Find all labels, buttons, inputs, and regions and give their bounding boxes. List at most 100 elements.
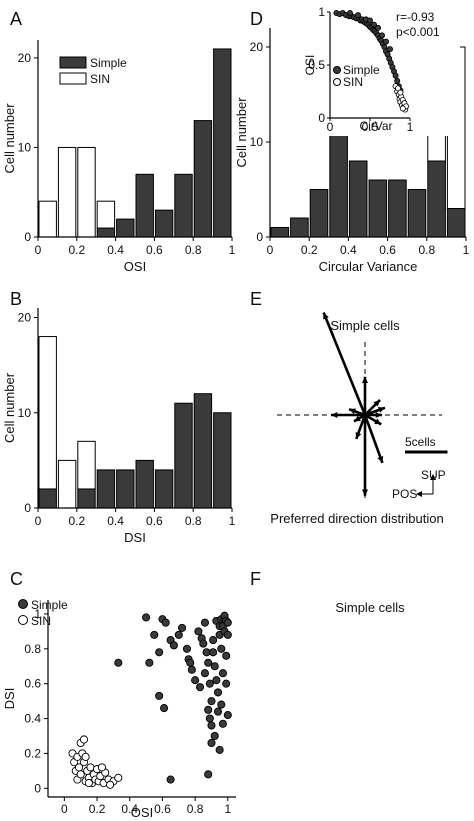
inset-y-axis-label: OSI — [303, 55, 317, 76]
point-sin — [106, 780, 115, 789]
inset-legend-marker — [333, 78, 341, 86]
bar-simple — [174, 173, 193, 238]
inset-annotation-p: p<0.001 — [396, 25, 440, 39]
x-tick-label: 0.4 — [107, 514, 124, 528]
inset-point-simple — [374, 24, 381, 31]
inset-point-sin — [399, 105, 406, 112]
point-simple — [142, 613, 151, 622]
panel-e-title: Simple cells — [330, 318, 400, 333]
bar-simple — [213, 48, 232, 238]
x-tick-label: 1 — [224, 802, 231, 816]
point-simple — [223, 711, 232, 720]
inset-point-simple — [392, 72, 399, 79]
point-simple — [204, 658, 213, 667]
arrowhead — [355, 431, 362, 439]
y-tick-label: 0 — [34, 781, 41, 795]
inset-point-simple — [370, 21, 377, 28]
arrowhead — [373, 399, 381, 407]
point-simple — [174, 630, 183, 639]
point-simple — [209, 648, 218, 657]
legend-swatch — [59, 72, 87, 85]
point-simple — [194, 627, 203, 636]
point-simple — [191, 676, 200, 685]
point-simple — [210, 662, 219, 671]
legend-label: SIN — [90, 72, 110, 86]
point-sin — [81, 752, 90, 761]
panel-letter-d: D — [250, 9, 263, 29]
bar-simple — [407, 189, 427, 238]
inset-point-simple — [378, 32, 385, 39]
y-tick-label: 0.4 — [24, 712, 41, 726]
bar-simple — [348, 160, 368, 238]
x-tick-label: 1 — [229, 243, 236, 257]
inset-point-simple — [394, 77, 401, 84]
inset-annotation-r: r=-0.93 — [396, 10, 435, 24]
y-tick-label: 20 — [18, 51, 32, 65]
panel-letter-a: A — [10, 9, 22, 29]
arrowhead — [361, 489, 369, 496]
bar-sin — [38, 336, 57, 490]
point-simple — [210, 731, 219, 741]
point-simple — [187, 665, 196, 674]
point-simple — [215, 745, 224, 754]
y-tick-label: 20 — [250, 40, 264, 54]
bar-sin — [57, 146, 77, 238]
legend-label: Simple — [31, 598, 68, 612]
panel-c-chart: 0 0.2 0.4 0.6 0.8 1 0 0.2 0.4 0.6 0.8 1 OSI DSI Simple… — [2, 598, 236, 820]
x-tick-label: 0 — [267, 243, 274, 257]
inset-legend-label: SIN — [343, 75, 363, 89]
y-tick-label: 0.8 — [24, 642, 41, 656]
x-tick-label: 0.6 — [146, 243, 163, 257]
panel-letter-e: E — [250, 289, 262, 309]
panel-e-caption: Preferred direction distribution — [270, 511, 443, 526]
x-tick-label: 1 — [463, 243, 470, 257]
inset-y-tick-label: 1 — [318, 5, 325, 19]
bar-simple — [96, 227, 116, 238]
point-simple — [223, 618, 232, 627]
legend-swatch — [59, 56, 87, 69]
x-tick-label: 0.8 — [187, 802, 204, 816]
arrowhead — [353, 415, 361, 422]
y-axis-label: Cell number — [2, 103, 17, 174]
inset-point-sin — [397, 89, 404, 96]
point-simple — [207, 738, 216, 748]
arrowhead — [323, 312, 329, 320]
x-tick-label: 0 — [35, 514, 42, 528]
point-simple — [150, 630, 159, 639]
point-simple — [213, 688, 223, 697]
bar-simple — [270, 227, 290, 238]
point-simple — [222, 651, 231, 660]
point-simple — [182, 644, 192, 653]
inset-legend-marker — [333, 66, 341, 74]
point-simple — [207, 721, 216, 730]
point-simple — [204, 705, 213, 714]
y-tick-label: 10 — [250, 135, 264, 149]
y-axis-label: DSI — [2, 688, 17, 710]
inset-x-axis-label: CirVar — [359, 119, 392, 133]
y-tick-label: 0.2 — [24, 746, 41, 760]
x-tick-label: 0.4 — [121, 802, 138, 816]
point-sin — [86, 763, 95, 772]
orient-side-arrow — [416, 491, 422, 497]
bar-sin — [38, 200, 57, 238]
bar-simple — [116, 469, 135, 509]
y-tick-label: 0.6 — [24, 677, 41, 691]
bar-sin — [96, 200, 116, 229]
point-sin — [97, 763, 106, 772]
x-tick-label: 0.2 — [89, 802, 106, 816]
inset-y-tick-label: 0.5 — [308, 58, 325, 72]
x-tick-label: 0.6 — [154, 802, 171, 816]
x-tick-label: 0.2 — [68, 243, 85, 257]
arrowhead — [349, 408, 356, 415]
point-simple — [204, 770, 213, 779]
direction-vector — [322, 312, 367, 416]
x-tick-label: 0.8 — [185, 243, 202, 257]
bar-sin — [57, 459, 77, 509]
bar-simple — [135, 173, 154, 238]
x-tick-label: 0 — [35, 243, 42, 257]
y-tick-label: 10 — [18, 406, 32, 420]
panel-e-chart: Simple cells 5cells SUP POS Preferred direct… — [270, 312, 448, 526]
x-tick-label: 0.4 — [107, 243, 124, 257]
